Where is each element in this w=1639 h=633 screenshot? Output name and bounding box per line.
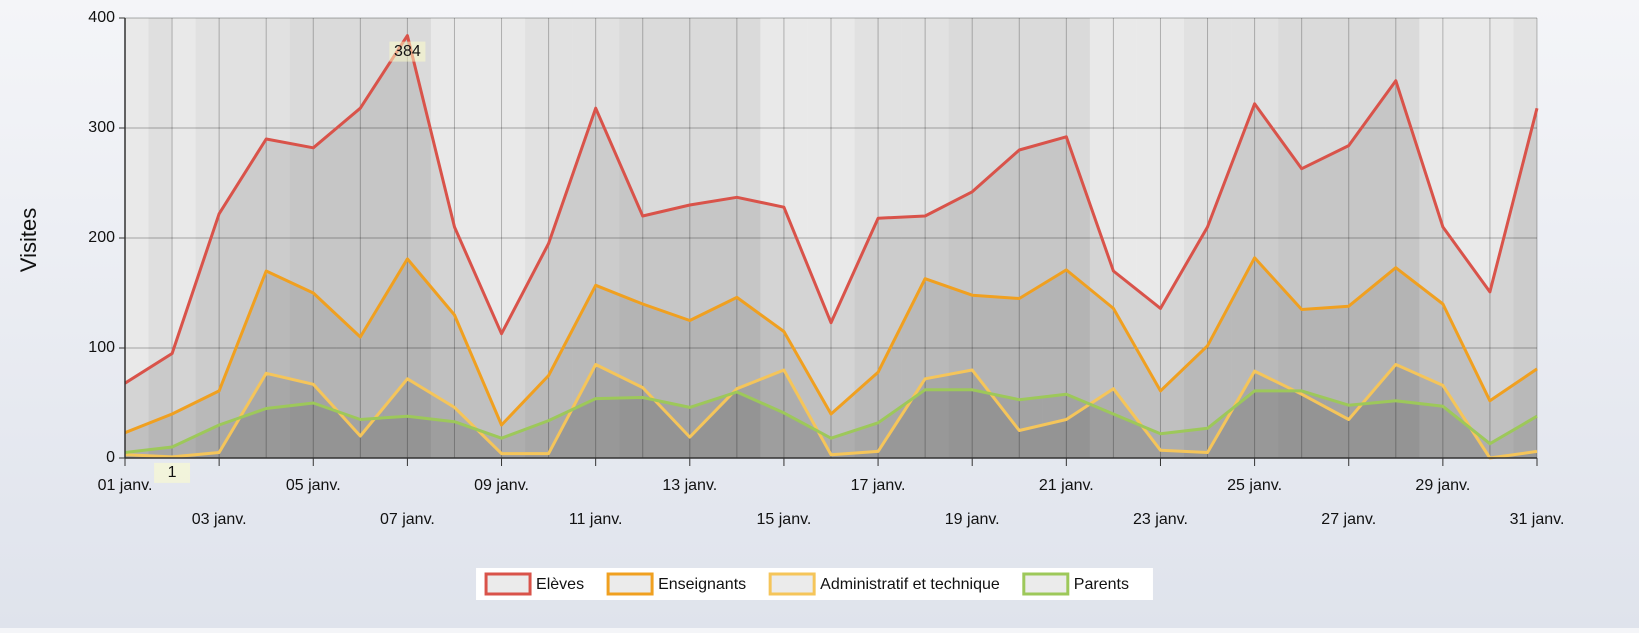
column-band bbox=[430, 18, 478, 458]
legend-label: Parents bbox=[1074, 576, 1129, 593]
x-tick-label: 23 janv. bbox=[1133, 511, 1188, 528]
column-band bbox=[1278, 18, 1326, 458]
annotation-box bbox=[389, 41, 426, 62]
x-tick-label: 09 janv. bbox=[474, 477, 529, 494]
column-band bbox=[148, 18, 196, 458]
x-tick-label: 07 janv. bbox=[380, 511, 435, 528]
annotation: 384 bbox=[394, 43, 421, 60]
column-band bbox=[1466, 18, 1514, 458]
column-band bbox=[1231, 18, 1279, 458]
y-tick-label: 400 bbox=[88, 9, 115, 26]
column-band bbox=[242, 18, 290, 458]
x-tick-label: 17 janv. bbox=[851, 477, 906, 494]
legend-swatch bbox=[768, 572, 816, 596]
series-line bbox=[124, 256, 1538, 435]
column-band bbox=[901, 18, 949, 458]
annotation-box bbox=[154, 462, 191, 483]
x-tick-label: 05 janv. bbox=[286, 477, 341, 494]
series-line bbox=[124, 388, 1538, 454]
series-area bbox=[125, 364, 1537, 458]
y-tick-label: 200 bbox=[88, 229, 115, 246]
column-band bbox=[1089, 18, 1137, 458]
x-tick-label: 01 janv. bbox=[98, 477, 153, 494]
series-area bbox=[125, 35, 1537, 458]
legend-label: Administratif et technique bbox=[820, 576, 1000, 593]
column-band bbox=[525, 18, 573, 458]
x-tick-label: 11 janv. bbox=[569, 511, 623, 528]
column-band bbox=[383, 18, 431, 458]
y-axis-label: Visites bbox=[16, 208, 41, 272]
column-band bbox=[1325, 18, 1373, 458]
legend-item: Elèves bbox=[484, 572, 584, 596]
y-tick-label: 300 bbox=[88, 119, 115, 136]
x-tick-label: 29 janv. bbox=[1415, 477, 1470, 494]
legend-swatch bbox=[484, 572, 532, 596]
column-band bbox=[948, 18, 996, 458]
column-band bbox=[1136, 18, 1184, 458]
column-band bbox=[666, 18, 714, 458]
column-band bbox=[1184, 18, 1232, 458]
legend-item: Parents bbox=[1022, 572, 1129, 596]
series-line bbox=[124, 34, 1539, 385]
column-band bbox=[125, 18, 173, 458]
column-band bbox=[713, 18, 761, 458]
x-tick-label: 25 janv. bbox=[1227, 477, 1282, 494]
x-tick-label: 31 janv. bbox=[1510, 511, 1565, 528]
column-band bbox=[760, 18, 808, 458]
y-tick-label: 0 bbox=[106, 449, 115, 466]
column-band bbox=[572, 18, 620, 458]
x-tick-label: 19 janv. bbox=[945, 511, 1000, 528]
legend-item: Enseignants bbox=[606, 572, 746, 596]
column-band bbox=[195, 18, 243, 458]
legend-swatch bbox=[1022, 572, 1070, 596]
x-tick-label: 03 janv. bbox=[192, 511, 247, 528]
column-band bbox=[336, 18, 384, 458]
y-tick-label: 100 bbox=[88, 339, 115, 356]
x-tick-label: 15 janv. bbox=[757, 511, 812, 528]
column-band bbox=[619, 18, 667, 458]
annotation: 1 bbox=[168, 464, 177, 481]
legend-swatch bbox=[606, 572, 654, 596]
plot-background bbox=[125, 18, 1537, 458]
x-tick-label: 21 janv. bbox=[1039, 477, 1094, 494]
series-line bbox=[124, 363, 1538, 460]
legend-label: Elèves bbox=[536, 576, 584, 593]
x-tick-label: 13 janv. bbox=[662, 477, 717, 494]
legend-label: Enseignants bbox=[658, 576, 746, 593]
column-band bbox=[1042, 18, 1090, 458]
x-tick-label: 27 janv. bbox=[1321, 511, 1376, 528]
series-area bbox=[125, 257, 1537, 458]
legend: Elèves Enseignants Administratif et techni… bbox=[476, 568, 1153, 600]
legend-item: Administratif et technique bbox=[768, 572, 1000, 596]
series-area bbox=[125, 389, 1537, 458]
column-band bbox=[995, 18, 1043, 458]
